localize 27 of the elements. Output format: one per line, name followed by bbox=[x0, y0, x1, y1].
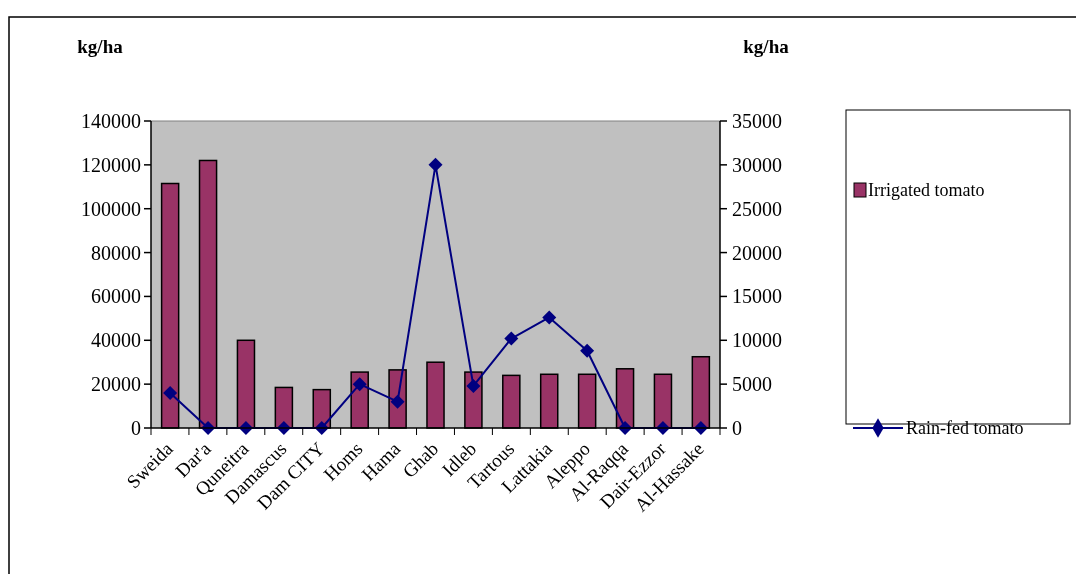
y2-tick-label: 20000 bbox=[732, 241, 782, 264]
y2-tick-label: 0 bbox=[732, 417, 742, 439]
point bbox=[163, 385, 178, 400]
y-axis-title: kg/ha bbox=[77, 36, 124, 57]
y-tick-label: 140000 bbox=[81, 110, 141, 132]
y2-tick-label: 5000 bbox=[732, 373, 772, 396]
point bbox=[542, 310, 557, 325]
y2-tick-label: 25000 bbox=[732, 197, 782, 220]
point bbox=[428, 157, 443, 172]
legend-label: Rain-fed tomato bbox=[906, 418, 1024, 439]
y2-axis-title: kg/ha bbox=[743, 36, 790, 57]
y-tick-label: 120000 bbox=[81, 153, 141, 176]
y-tick-label: 100000 bbox=[81, 197, 141, 220]
y-tick-label: 40000 bbox=[91, 329, 141, 352]
y2-tick-label: 10000 bbox=[732, 329, 782, 352]
y-tick-label: 80000 bbox=[91, 241, 141, 264]
point bbox=[352, 377, 367, 392]
legend-label: Irrigated tomato bbox=[868, 180, 985, 201]
point bbox=[466, 378, 481, 393]
y2-tick-label: 15000 bbox=[732, 285, 782, 308]
y-tick-label: 60000 bbox=[91, 285, 141, 308]
y2-tick-label: 35000 bbox=[732, 110, 782, 132]
y-tick-label: 0 bbox=[131, 417, 141, 439]
point bbox=[504, 331, 519, 346]
y-tick-label: 20000 bbox=[91, 373, 141, 396]
point bbox=[580, 343, 595, 358]
y2-tick-label: 30000 bbox=[732, 153, 782, 176]
